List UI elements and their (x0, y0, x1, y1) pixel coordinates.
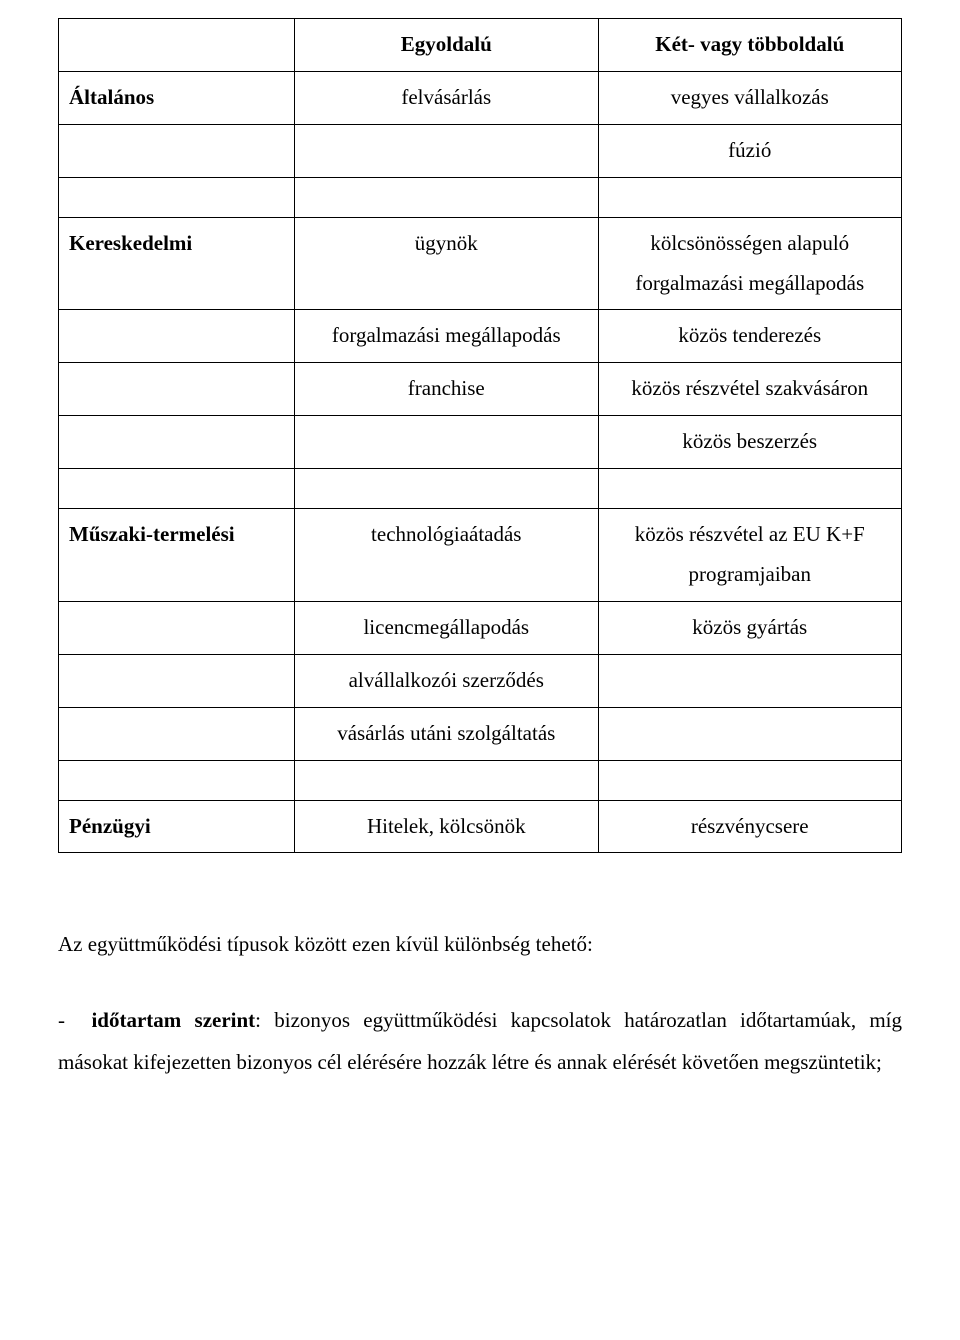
bullet-paragraph: - időtartam szerint: bizonyos együttműkö… (58, 999, 902, 1083)
cell-multilateral (598, 654, 902, 707)
table-header-row: Egyoldalú Két- vagy többoldalú (59, 19, 902, 72)
row-label: Kereskedelmi (59, 217, 295, 310)
cell-unilateral (295, 416, 598, 469)
bullet-label: időtartam szerint (91, 1008, 255, 1032)
row-label (59, 416, 295, 469)
cell-multilateral: részvénycsere (598, 800, 902, 853)
cell-unilateral: licencmegállapodás (295, 601, 598, 654)
cell-unilateral: technológiaátadás (295, 509, 598, 602)
bullet-dash: - (58, 1008, 91, 1032)
table-row: vásárlás utáni szolgáltatás (59, 707, 902, 760)
table-row: Általánosfelvásárlásvegyes vállalkozás (59, 71, 902, 124)
row-label (59, 601, 295, 654)
spacer-cell (59, 469, 295, 509)
spacer-cell (295, 469, 598, 509)
row-label: Általános (59, 71, 295, 124)
row-label: Műszaki-termelési (59, 509, 295, 602)
row-label (59, 363, 295, 416)
cell-multilateral: közös részvétel az EU K+F programjaiban (598, 509, 902, 602)
cell-unilateral: Hitelek, kölcsönök (295, 800, 598, 853)
spacer-cell (59, 177, 295, 217)
cell-unilateral: alvállalkozói szerződés (295, 654, 598, 707)
comparison-table: Egyoldalú Két- vagy többoldalú Általános… (58, 18, 902, 853)
row-label (59, 654, 295, 707)
spacer-cell (598, 177, 902, 217)
table-row: PénzügyiHitelek, kölcsönökrészvénycsere (59, 800, 902, 853)
cell-multilateral: közös részvétel szakvásáron (598, 363, 902, 416)
table-row: közös beszerzés (59, 416, 902, 469)
cell-multilateral: közös tenderezés (598, 310, 902, 363)
cell-multilateral: kölcsönösségen alapuló forgalmazási megá… (598, 217, 902, 310)
spacer-cell (598, 760, 902, 800)
cell-unilateral: forgalmazási megállapodás (295, 310, 598, 363)
cell-unilateral: ügynök (295, 217, 598, 310)
row-label: Pénzügyi (59, 800, 295, 853)
table-row (59, 177, 902, 217)
cell-unilateral: vásárlás utáni szolgáltatás (295, 707, 598, 760)
cell-unilateral: felvásárlás (295, 71, 598, 124)
table-row (59, 469, 902, 509)
table-row: alvállalkozói szerződés (59, 654, 902, 707)
spacer-cell (598, 469, 902, 509)
cell-multilateral: közös gyártás (598, 601, 902, 654)
cell-multilateral: vegyes vállalkozás (598, 71, 902, 124)
table-row: franchiseközös részvétel szakvásáron (59, 363, 902, 416)
row-label (59, 124, 295, 177)
body-text: Az együttműködési típusok között ezen kí… (58, 923, 902, 1083)
spacer-cell (295, 760, 598, 800)
row-label (59, 707, 295, 760)
header-empty (59, 19, 295, 72)
table-row: fúzió (59, 124, 902, 177)
spacer-cell (59, 760, 295, 800)
header-col2: Egyoldalú (295, 19, 598, 72)
cell-unilateral: franchise (295, 363, 598, 416)
table-row: forgalmazási megállapodásközös tenderezé… (59, 310, 902, 363)
table-row: Műszaki-termelésitechnológiaátadásközös … (59, 509, 902, 602)
header-col3: Két- vagy többoldalú (598, 19, 902, 72)
row-label (59, 310, 295, 363)
spacer-cell (295, 177, 598, 217)
table-row: Kereskedelmiügynökkölcsönösségen alapuló… (59, 217, 902, 310)
cell-multilateral: fúzió (598, 124, 902, 177)
table-row: licencmegállapodásközös gyártás (59, 601, 902, 654)
cell-unilateral (295, 124, 598, 177)
table-row (59, 760, 902, 800)
cell-multilateral (598, 707, 902, 760)
cell-multilateral: közös beszerzés (598, 416, 902, 469)
intro-paragraph: Az együttműködési típusok között ezen kí… (58, 923, 902, 965)
